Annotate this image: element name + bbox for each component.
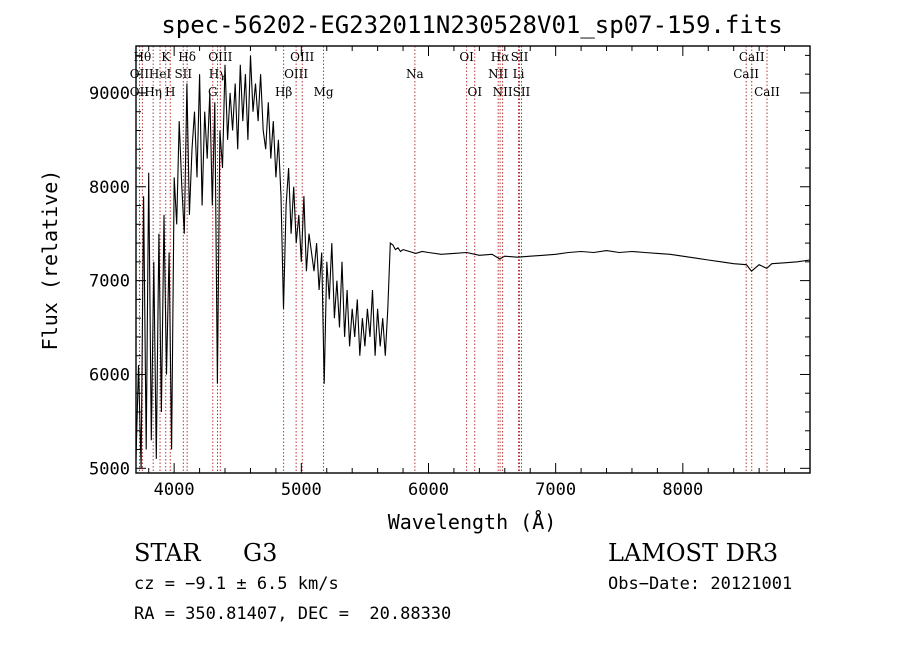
x-axis-label: Wavelength (Å) bbox=[388, 510, 557, 534]
x-tick-label: 7000 bbox=[535, 480, 576, 500]
observation-date: Obs−Date: 20121001 bbox=[608, 574, 793, 594]
spectral-line-markers bbox=[138, 46, 768, 473]
spectral-line-label: CaII bbox=[733, 67, 759, 81]
y-tick-label: 5000 bbox=[89, 459, 130, 479]
y-tick-label: 6000 bbox=[89, 365, 130, 385]
spectral-line-label: Hη bbox=[144, 85, 162, 99]
y-axis-label: Flux (relative) bbox=[38, 170, 62, 351]
spectral-line-label: Li bbox=[513, 67, 525, 81]
spectral-line-label: NII bbox=[488, 67, 508, 81]
spectral-line-label: OII bbox=[130, 85, 150, 99]
spectral-line-label: Hβ bbox=[275, 85, 292, 99]
spectral-line-label: HeI bbox=[149, 67, 172, 81]
y-tick-label: 9000 bbox=[89, 84, 130, 104]
spectral-line-label: H bbox=[165, 85, 175, 99]
spectral-line-label: CaII bbox=[754, 85, 780, 99]
y-axis-ticks: 5000 6000 7000 8000 9000 bbox=[89, 54, 810, 479]
spectral-line-label: OI bbox=[467, 85, 482, 99]
survey-name: LAMOST DR3 bbox=[608, 539, 779, 567]
redshift-velocity: cz = −9.1 ± 6.5 km/s bbox=[134, 574, 339, 594]
spectral-line-label: CaII bbox=[739, 50, 765, 64]
plot-frame bbox=[135, 45, 811, 474]
y-tick-label: 7000 bbox=[89, 272, 130, 292]
spectral-line-label: K bbox=[161, 50, 171, 64]
spectral-line-label: Hγ bbox=[209, 67, 227, 81]
spectral-line-label: G bbox=[208, 85, 218, 99]
spectral-line-label: OIII bbox=[208, 50, 232, 64]
x-axis-ticks: 4000 5000 6000 7000 8000 bbox=[148, 46, 786, 500]
spectral-line-label: Hα bbox=[491, 50, 510, 64]
object-subclass: G3 bbox=[243, 539, 278, 567]
y-tick-label: 8000 bbox=[89, 178, 130, 198]
x-tick-label: 8000 bbox=[662, 480, 703, 500]
x-tick-label: 5000 bbox=[281, 480, 322, 500]
x-tick-label: 6000 bbox=[408, 480, 449, 500]
spectral-line-label: OI bbox=[459, 50, 474, 64]
spectrum-series-line bbox=[135, 55, 811, 469]
coordinates: RA = 350.81407, DEC = 20.88330 bbox=[134, 604, 452, 624]
x-tick-label: 4000 bbox=[154, 480, 195, 500]
spectral-line-label: OIII bbox=[290, 50, 314, 64]
spectral-line-label: SII bbox=[511, 50, 529, 64]
spectral-line-label: Mg bbox=[314, 85, 334, 99]
spectral-line-label: OIII bbox=[284, 67, 308, 81]
object-class: STAR bbox=[134, 539, 201, 567]
spectral-line-label: SII bbox=[513, 85, 531, 99]
spectral-line-label: NII bbox=[493, 85, 513, 99]
spectral-line-labels: HθOIIOIIHηHeIKHSIIHδGHγOIIIHβOIIIOIIIMgN… bbox=[130, 50, 780, 99]
spectral-line-label: Na bbox=[406, 67, 424, 81]
spectral-line-label: Hθ bbox=[134, 50, 152, 64]
spectral-line-label: SII bbox=[174, 67, 192, 81]
spectral-line-label: Hδ bbox=[178, 50, 196, 64]
chart-title: spec-56202-EG232011N230528V01_sp07-159.f… bbox=[161, 11, 782, 39]
